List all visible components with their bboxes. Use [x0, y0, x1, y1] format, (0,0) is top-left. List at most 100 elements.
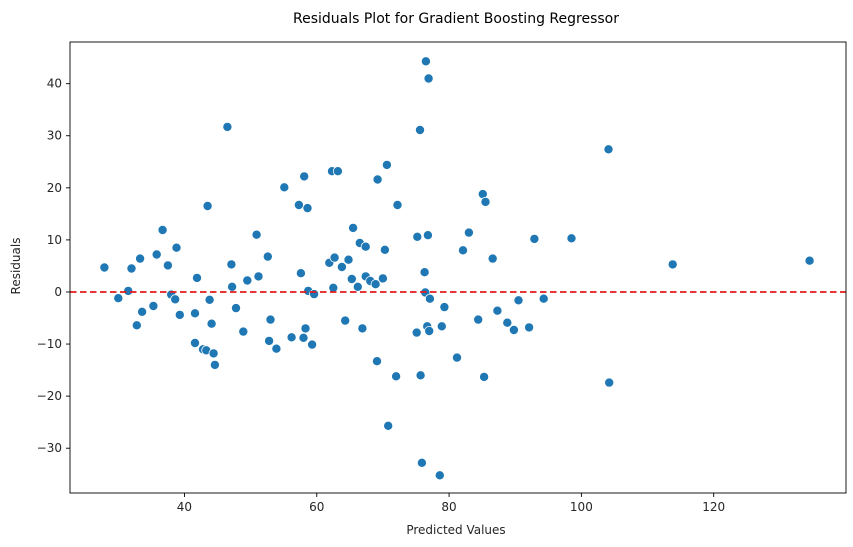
data-point — [295, 268, 306, 279]
data-point — [479, 371, 490, 382]
data-point — [370, 279, 381, 290]
y-tick-label: 0 — [54, 285, 62, 299]
data-point — [352, 281, 363, 292]
data-point — [329, 252, 340, 263]
data-point — [457, 245, 468, 256]
data-point — [336, 261, 347, 272]
data-point — [279, 182, 290, 193]
data-point — [436, 321, 447, 332]
data-point — [604, 377, 615, 388]
data-point — [424, 293, 435, 304]
data-point — [299, 171, 310, 182]
x-tick-label: 120 — [702, 500, 725, 514]
y-tick-label: 30 — [47, 129, 62, 143]
data-point — [262, 251, 273, 262]
data-point — [208, 348, 219, 359]
data-point — [513, 295, 524, 306]
data-point — [392, 199, 403, 210]
data-point — [360, 241, 371, 252]
y-tick-label: −30 — [37, 441, 62, 455]
data-point — [383, 420, 394, 431]
data-point — [271, 343, 282, 354]
data-point — [307, 339, 318, 350]
data-point — [206, 318, 217, 329]
data-point — [348, 222, 359, 233]
data-point — [157, 224, 168, 235]
data-point — [302, 203, 313, 214]
data-point — [603, 144, 614, 155]
x-tick-label: 60 — [309, 500, 324, 514]
y-axis-label: Residuals — [9, 238, 23, 295]
data-point — [391, 371, 402, 382]
data-point — [300, 323, 311, 334]
data-point — [222, 121, 233, 132]
data-point — [99, 262, 110, 273]
data-point — [170, 294, 181, 305]
data-point — [411, 327, 422, 338]
x-tick-label: 80 — [441, 500, 456, 514]
data-point — [343, 254, 354, 265]
data-point — [667, 259, 678, 270]
data-point — [480, 196, 491, 207]
y-tick-label: 40 — [47, 77, 62, 91]
data-point — [293, 199, 304, 210]
data-point — [298, 332, 309, 343]
plot-area-frame — [69, 41, 847, 494]
data-point — [238, 326, 249, 337]
data-point — [191, 272, 202, 283]
data-point — [423, 73, 434, 84]
data-point — [253, 271, 264, 282]
data-point — [148, 300, 159, 311]
data-point — [804, 255, 815, 266]
ticks-layer: 40 60 80 100 120 −30 −20 −10 0 10 20 30 40 — [37, 77, 725, 514]
data-point — [328, 282, 339, 293]
data-point — [265, 314, 276, 325]
data-point — [309, 289, 320, 300]
data-point — [416, 457, 427, 468]
data-point — [419, 267, 430, 278]
data-point — [439, 302, 450, 313]
data-point — [171, 242, 182, 253]
y-tick-label: −10 — [37, 337, 62, 351]
data-point — [332, 166, 343, 177]
x-axis-label: Predicted Values — [406, 523, 505, 537]
data-point — [566, 233, 577, 244]
data-point — [162, 260, 173, 271]
data-point — [524, 322, 535, 333]
x-tick-label: 40 — [177, 500, 192, 514]
data-point — [230, 303, 241, 314]
data-point — [131, 320, 142, 331]
y-tick-label: 10 — [47, 233, 62, 247]
data-point — [202, 200, 213, 211]
data-point — [473, 314, 484, 325]
data-point — [242, 275, 253, 286]
data-point — [492, 305, 503, 316]
data-point — [434, 470, 445, 481]
data-point — [357, 323, 368, 334]
data-point — [264, 335, 275, 346]
data-point — [538, 293, 549, 304]
data-point — [151, 249, 162, 260]
data-point — [381, 159, 392, 170]
data-point — [135, 253, 146, 264]
data-point — [226, 259, 237, 270]
data-point — [487, 253, 498, 264]
y-tick-label: 20 — [47, 181, 62, 195]
data-point — [412, 231, 423, 242]
data-point — [286, 332, 297, 343]
data-point — [379, 244, 390, 255]
data-point — [227, 281, 238, 292]
data-point — [209, 359, 220, 370]
data-point — [372, 174, 383, 185]
data-point — [463, 227, 474, 238]
y-tick-label: −20 — [37, 389, 62, 403]
data-point — [251, 229, 262, 240]
data-point — [189, 308, 200, 319]
data-point — [508, 324, 519, 335]
data-point — [502, 317, 513, 328]
data-point — [174, 309, 185, 320]
data-point — [415, 370, 426, 381]
data-point — [189, 337, 200, 348]
data-point — [346, 273, 357, 284]
data-point — [424, 325, 435, 336]
